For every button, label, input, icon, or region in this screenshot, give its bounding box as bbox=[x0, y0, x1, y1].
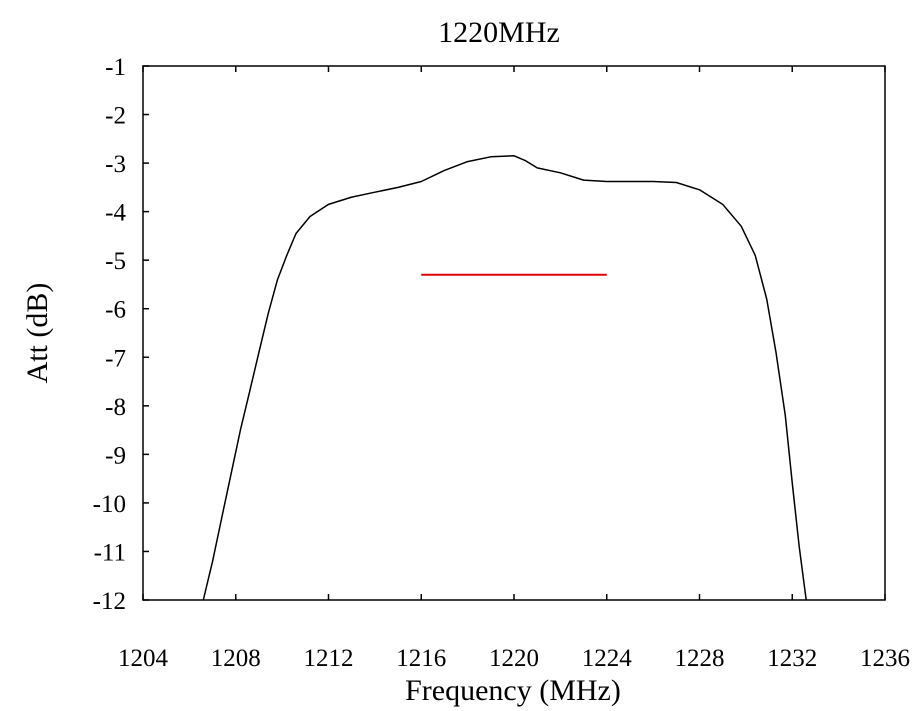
x-tick-label: 1208 bbox=[211, 645, 261, 672]
x-tick-label: 1216 bbox=[396, 645, 446, 672]
x-tick-label: 1224 bbox=[582, 645, 633, 672]
y-tick-label: -2 bbox=[105, 103, 126, 130]
plot-curves bbox=[202, 155, 807, 601]
tick-marks bbox=[142, 65, 886, 601]
attenuation-curve bbox=[202, 155, 807, 601]
x-tick-label: 1204 bbox=[118, 645, 169, 672]
y-tick-label: -1 bbox=[105, 54, 126, 81]
plot-frame bbox=[142, 65, 886, 601]
x-tick-label: 1236 bbox=[860, 645, 910, 672]
y-tick-label: -5 bbox=[105, 248, 126, 275]
y-axis-label: Att (dB) bbox=[21, 283, 54, 384]
y-tick-label: -10 bbox=[93, 491, 126, 518]
y-tick-label: -4 bbox=[105, 200, 126, 227]
y-tick-label: -7 bbox=[105, 345, 126, 372]
chart-title: 1220MHz bbox=[438, 16, 560, 49]
x-tick-label: 1220 bbox=[489, 645, 539, 672]
y-tick-label: -6 bbox=[105, 297, 126, 324]
y-tick-label: -12 bbox=[93, 588, 126, 615]
x-tick-label: 1212 bbox=[304, 645, 354, 672]
y-tick-labels: -1 -2 -3 -4 -5 -6 -7 -8 -9 -10 -11 -12 bbox=[93, 54, 127, 615]
y-tick-label: -3 bbox=[105, 151, 126, 178]
x-tick-label: 1228 bbox=[675, 645, 725, 672]
y-tick-label: -9 bbox=[105, 442, 126, 469]
x-tick-label: 1232 bbox=[767, 645, 817, 672]
x-tick-labels: 1204 1208 1212 1216 1220 1224 1228 1232 1236 bbox=[118, 645, 910, 672]
y-tick-label: -8 bbox=[105, 394, 126, 421]
x-axis-label: Frequency (MHz) bbox=[405, 674, 621, 707]
y-tick-label: -11 bbox=[94, 539, 126, 566]
